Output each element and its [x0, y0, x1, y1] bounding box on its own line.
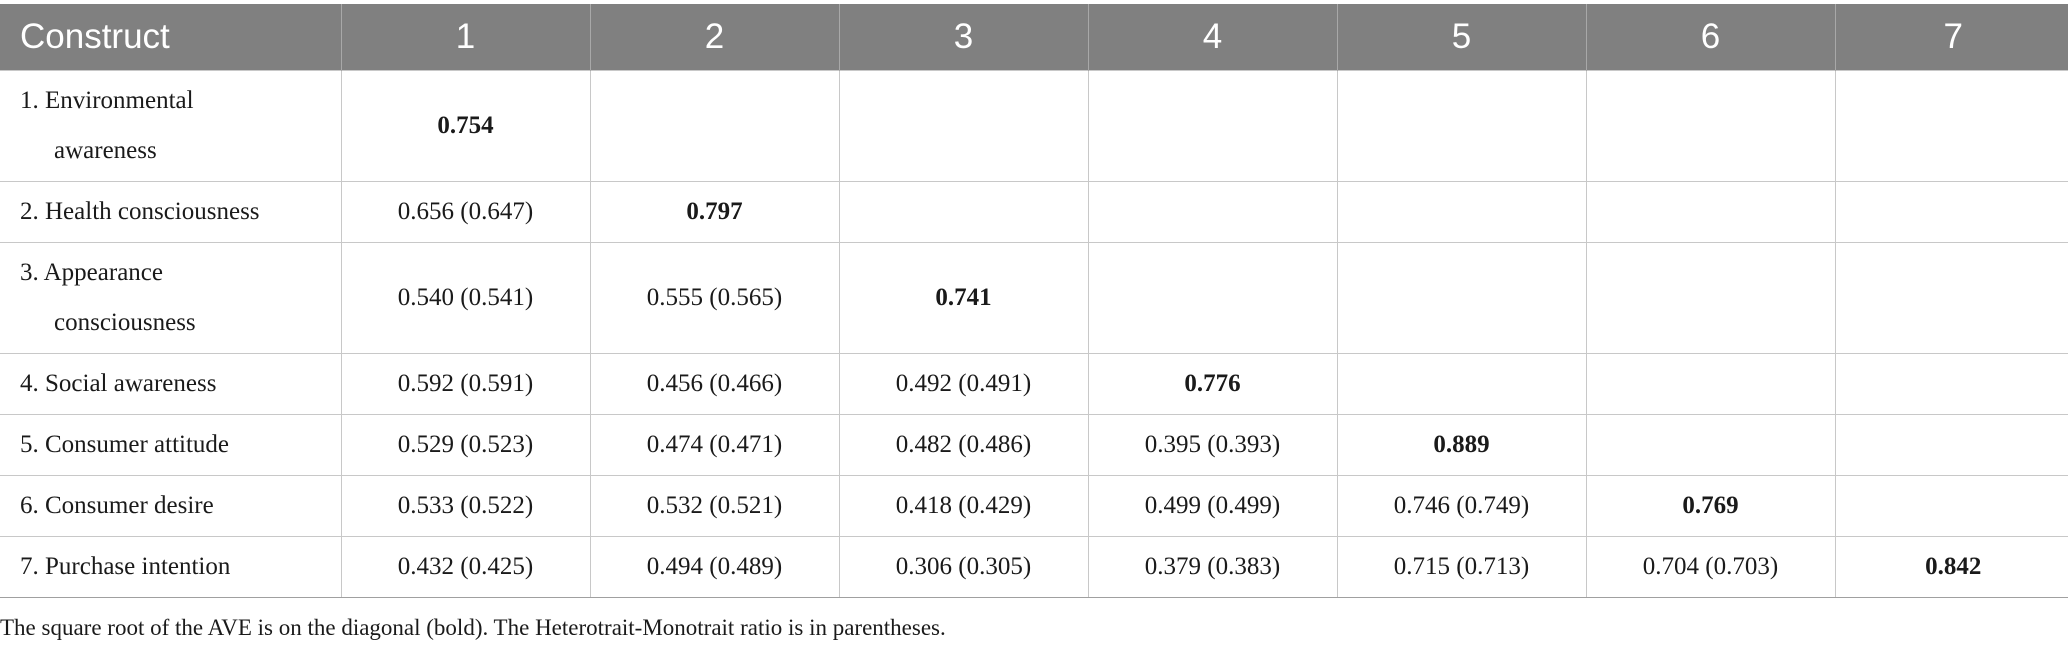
table-cell [589, 70, 840, 182]
table-cell [1087, 242, 1338, 354]
row-label: 4. Social awareness [0, 353, 342, 415]
header-col-1: 1 [341, 4, 591, 71]
row-label-line: 5. Consumer attitude [20, 431, 229, 458]
table-cell-diagonal: 0.769 [1585, 475, 1836, 537]
table-cell [1834, 242, 2068, 354]
table-footnote: The square root of the AVE is on the dia… [0, 615, 946, 640]
table-cell [1336, 70, 1587, 182]
table-cell [1834, 475, 2068, 537]
row-label: 1. Environmental awareness [0, 70, 342, 182]
table-cell: 0.656 (0.647) [340, 181, 591, 243]
table-cell-diagonal: 0.754 [340, 70, 591, 182]
table-cell: 0.456 (0.466) [589, 353, 840, 415]
table-cell [1585, 414, 1836, 476]
table-cell [1336, 181, 1587, 243]
row-label-line: 1. Environmental [20, 87, 194, 114]
table-cell: 0.306 (0.305) [838, 536, 1089, 598]
table-cell: 0.532 (0.521) [589, 475, 840, 537]
table-row: 5. Consumer attitude 0.529 (0.523) 0.474… [0, 414, 2068, 476]
table-cell-diagonal: 0.741 [838, 242, 1089, 354]
table-cell: 0.474 (0.471) [589, 414, 840, 476]
header-construct: Construct [0, 4, 342, 71]
header-col-5: 5 [1337, 4, 1587, 71]
table-cell: 0.555 (0.565) [589, 242, 840, 354]
table-cell [838, 70, 1089, 182]
table-cell: 0.592 (0.591) [340, 353, 591, 415]
row-label: 3. Appearance consciousness [0, 242, 342, 354]
table-cell [1585, 353, 1836, 415]
table-cell: 0.432 (0.425) [340, 536, 591, 598]
table-cell [1834, 181, 2068, 243]
table-cell-diagonal: 0.797 [589, 181, 840, 243]
table-cell [1585, 70, 1836, 182]
table-cell: 0.715 (0.713) [1336, 536, 1587, 598]
table-cell-diagonal: 0.776 [1087, 353, 1338, 415]
table-cell [1087, 70, 1338, 182]
table-cell: 0.482 (0.486) [838, 414, 1089, 476]
table-cell [838, 181, 1089, 243]
table-cell: 0.704 (0.703) [1585, 536, 1836, 598]
table-cell [1585, 242, 1836, 354]
row-label-line: 3. Appearance [20, 259, 163, 286]
table-cell: 0.746 (0.749) [1336, 475, 1587, 537]
header-row: Construct 1 2 3 4 5 6 7 [0, 4, 2068, 71]
row-label-line: 2. Health consciousness [20, 198, 260, 225]
table-cell [1087, 181, 1338, 243]
table-cell: 0.533 (0.522) [340, 475, 591, 537]
header-col-3: 3 [839, 4, 1089, 71]
header-col-4: 4 [1088, 4, 1338, 71]
table-row: 6. Consumer desire 0.533 (0.522) 0.532 (… [0, 475, 2068, 537]
table-row: 4. Social awareness 0.592 (0.591) 0.456 … [0, 353, 2068, 415]
table-cell [1834, 353, 2068, 415]
table-cell [1336, 353, 1587, 415]
table-cell: 0.492 (0.491) [838, 353, 1089, 415]
header-col-6: 6 [1586, 4, 1836, 71]
table-cell: 0.395 (0.393) [1087, 414, 1338, 476]
row-label: 5. Consumer attitude [0, 414, 342, 476]
table-cell [1585, 181, 1836, 243]
table-cell [1834, 70, 2068, 182]
header-col-7: 7 [1835, 4, 2068, 71]
row-label-line: awareness [54, 137, 157, 164]
table-cell [1834, 414, 2068, 476]
table-cell [1336, 242, 1587, 354]
row-label-line: consciousness [54, 309, 196, 336]
table-row: 1. Environmental awareness 0.754 [0, 70, 2068, 182]
table-cell: 0.418 (0.429) [838, 475, 1089, 537]
table-cell-diagonal: 0.842 [1834, 536, 2068, 598]
row-label: 6. Consumer desire [0, 475, 342, 537]
row-label: 2. Health consciousness [0, 181, 342, 243]
row-label-line: 4. Social awareness [20, 370, 217, 397]
correlation-matrix-table: Construct 1 2 3 4 5 6 7 1. Environmental… [0, 4, 2068, 598]
row-label: 7. Purchase intention [0, 536, 342, 598]
row-label-line: 6. Consumer desire [20, 492, 214, 519]
table-row: 2. Health consciousness 0.656 (0.647) 0.… [0, 181, 2068, 243]
table-cell-diagonal: 0.889 [1336, 414, 1587, 476]
header-col-2: 2 [590, 4, 840, 71]
table-cell: 0.494 (0.489) [589, 536, 840, 598]
row-label-line: 7. Purchase intention [20, 553, 231, 580]
table-cell: 0.529 (0.523) [340, 414, 591, 476]
table-cell: 0.540 (0.541) [340, 242, 591, 354]
table-row: 3. Appearance consciousness 0.540 (0.541… [0, 242, 2068, 354]
table-row: 7. Purchase intention 0.432 (0.425) 0.49… [0, 536, 2068, 598]
table-cell: 0.499 (0.499) [1087, 475, 1338, 537]
table-cell: 0.379 (0.383) [1087, 536, 1338, 598]
